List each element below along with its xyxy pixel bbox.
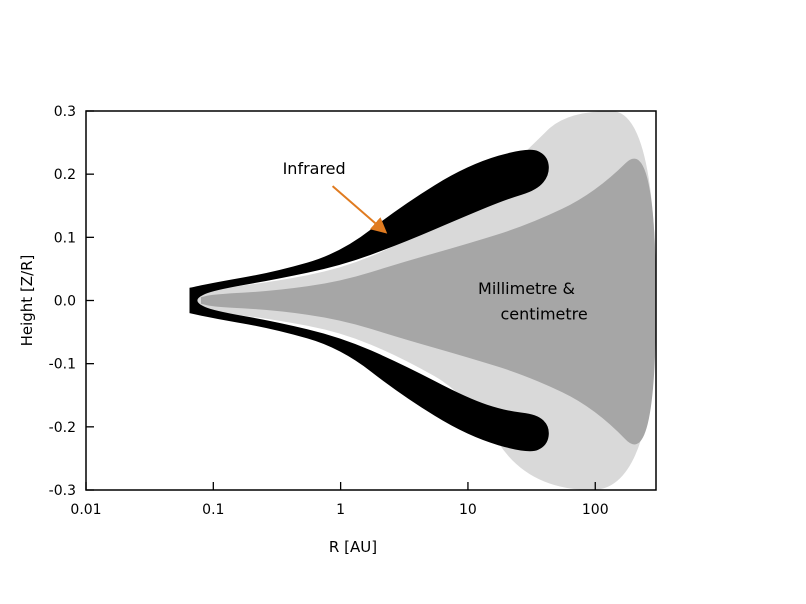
- millimetre-centimetre-region: [201, 158, 656, 445]
- y-tick-label: 0.1: [54, 230, 76, 246]
- annotations: Infrared Millimetre & centimetre: [283, 159, 588, 323]
- axes: 0.01 0.1 1 10 100 0.3 0.2 0.1 0.0 -0.1 -0.2 -0.3 R […: [18, 104, 657, 556]
- y-tick-label: -0.3: [49, 483, 76, 499]
- millimetre-centimetre-label: centimetre: [500, 304, 587, 323]
- plot-regions: [189, 111, 656, 490]
- x-tick-label: 1: [336, 502, 345, 518]
- x-tick-label: 0.01: [70, 502, 101, 518]
- infrared-region: [189, 149, 549, 452]
- x-tick-label: 0.1: [202, 502, 224, 518]
- millimetre-centimetre-label: Millimetre &: [478, 279, 575, 298]
- y-tick-label: 0.2: [54, 167, 76, 183]
- y-tick-label: 0.0: [54, 294, 76, 310]
- x-axis-label: R [AU]: [329, 538, 377, 556]
- x-tick-label: 100: [582, 502, 609, 518]
- x-tick-label: 10: [459, 502, 477, 518]
- y-axis-label: Height [Z/R]: [18, 255, 36, 347]
- infrared-arrow: [331, 185, 388, 234]
- infrared-label: Infrared: [283, 159, 346, 178]
- y-tick-label: 0.3: [54, 104, 76, 120]
- y-tick-label: -0.1: [49, 357, 76, 373]
- y-tick-label: -0.2: [49, 420, 76, 436]
